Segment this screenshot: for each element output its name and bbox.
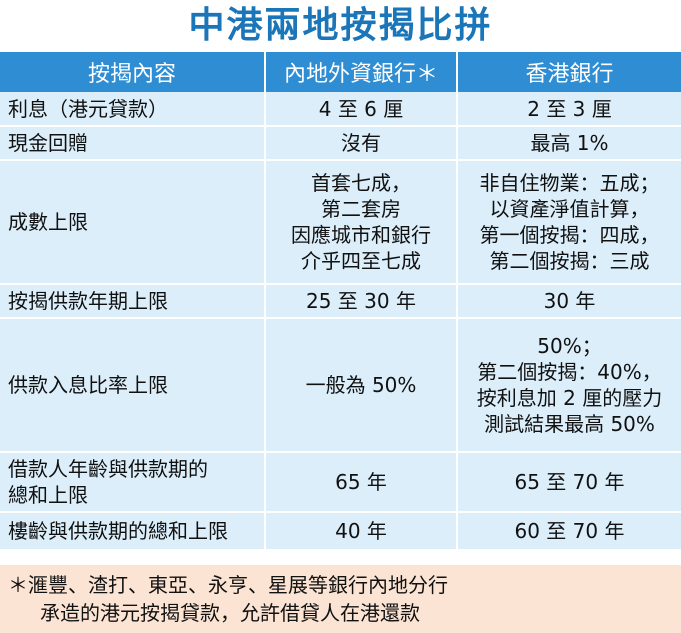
table-header-row: 按揭內容 內地外資銀行＊ 香港銀行 — [0, 52, 681, 92]
cell-line: 現金回贈 — [8, 131, 88, 155]
cell-line: 最高 1% — [530, 131, 609, 155]
row-label: 供款入息比率上限 — [0, 318, 266, 453]
cell-line: 50%； — [537, 334, 602, 358]
cell-line: 4 至 6 厘 — [318, 96, 404, 121]
header-mainland: 內地外資銀行＊ — [265, 52, 458, 92]
cell-line: 第二套房 — [321, 197, 401, 221]
hongkong-cell: 50%； 第二個按揭：40%， 按利息加 2 厘的壓力 測試結果最高 50% — [457, 318, 681, 453]
cell-line: 30 年 — [543, 289, 596, 313]
header-hongkong: 香港銀行 — [457, 52, 681, 92]
hongkong-cell: 30 年 — [457, 284, 681, 319]
table-row: 按揭供款年期上限 25 至 30 年 30 年 — [0, 284, 681, 319]
row-label: 利息（港元貸款） — [0, 92, 266, 127]
cell-line: 第二個按揭：40%， — [477, 360, 662, 384]
cell-line: 介乎四至七成 — [301, 249, 421, 273]
row-label: 現金回贈 — [0, 126, 266, 161]
table-row: 成數上限 首套七成， 第二套房 因應城市和銀行 介乎四至七成 非自住物業：五成； 以資產淨值… — [0, 160, 681, 285]
hongkong-cell: 65 至 70 年 — [457, 452, 681, 513]
table-row: 供款入息比率上限 一般為 50% 50%； 第二個按揭：40%， 按利息加 2 厘的壓力… — [0, 318, 681, 453]
cell-line: 沒有 — [341, 131, 381, 155]
row-label: 樓齡與供款期的總和上限 — [0, 512, 266, 551]
mainland-cell: 65 年 — [265, 452, 458, 513]
cell-line: 按揭供款年期上限 — [8, 289, 168, 313]
cell-line: 成數上限 — [8, 210, 88, 234]
mainland-cell: 40 年 — [265, 512, 458, 551]
cell-line: 按利息加 2 厘的壓力 — [476, 386, 663, 410]
cell-line: 非自住物業：五成； — [479, 171, 660, 195]
cell-line: 65 至 70 年 — [514, 470, 625, 494]
hongkong-cell: 非自住物業：五成； 以資產淨值計算， 第一個按揭：四成， 第二個按揭：三成 — [457, 160, 681, 285]
cell-line: 以資產淨值計算， — [489, 197, 650, 221]
hongkong-cell: 2 至 3 厘 — [457, 92, 681, 127]
hongkong-cell: 60 至 70 年 — [457, 512, 681, 551]
row-label: 按揭供款年期上限 — [0, 284, 266, 319]
cell-line: 首套七成， — [311, 171, 411, 195]
cell-line: 借款人年齡與供款期的 — [8, 457, 208, 481]
cell-line: 一般為 50% — [305, 373, 417, 397]
cell-line: 60 至 70 年 — [514, 519, 625, 543]
cell-line: 第二個按揭：三成 — [489, 249, 650, 273]
mainland-cell: 沒有 — [265, 126, 458, 161]
cell-line: 第一個按揭：四成， — [479, 223, 660, 247]
hongkong-cell: 最高 1% — [457, 126, 681, 161]
cell-line: 因應城市和銀行 — [291, 223, 431, 247]
page-title: 中港兩地按揭比拼 — [188, 5, 493, 46]
cell-line: 利息（港元貸款） — [8, 96, 168, 121]
cell-line: 總和上限 — [8, 483, 88, 507]
row-label: 成數上限 — [0, 160, 266, 285]
cell-line: 供款入息比率上限 — [8, 373, 168, 397]
table-row: 利息（港元貸款） 4 至 6 厘 2 至 3 厘 — [0, 92, 681, 127]
table-row: 借款人年齡與供款期的 總和上限 65 年 65 至 70 年 — [0, 452, 681, 513]
header-item: 按揭內容 — [0, 52, 266, 92]
table-row: 現金回贈 沒有 最高 1% — [0, 126, 681, 161]
footnote-line-2: 承造的港元按揭貸款，允許借貸人在港還款 — [40, 601, 420, 625]
mainland-cell: 一般為 50% — [265, 318, 458, 453]
mainland-cell: 首套七成， 第二套房 因應城市和銀行 介乎四至七成 — [265, 160, 458, 285]
cell-line: 65 年 — [335, 470, 387, 494]
cell-line: 樓齡與供款期的總和上限 — [8, 519, 228, 543]
table-row: 樓齡與供款期的總和上限 40 年 60 至 70 年 — [0, 512, 681, 551]
mainland-cell: 25 至 30 年 — [265, 284, 458, 319]
cell-line: 25 至 30 年 — [306, 289, 416, 313]
footnote-line-1: ＊滙豐、渣打、東亞、永亨、星展等銀行內地分行 — [8, 573, 448, 597]
row-label: 借款人年齡與供款期的 總和上限 — [0, 452, 266, 513]
cell-line: 2 至 3 厘 — [527, 96, 612, 121]
cell-line: 40 年 — [335, 519, 387, 543]
footnote: ＊滙豐、渣打、東亞、永亨、星展等銀行內地分行 承造的港元按揭貸款，允許借貸人在港… — [0, 565, 681, 633]
mainland-cell: 4 至 6 厘 — [265, 92, 458, 127]
comparison-table: 按揭內容 內地外資銀行＊ 香港銀行 利息（港元貸款） 4 至 6 厘 2 至 3 厘… — [0, 52, 681, 551]
cell-line: 測試結果最高 50% — [484, 412, 655, 436]
